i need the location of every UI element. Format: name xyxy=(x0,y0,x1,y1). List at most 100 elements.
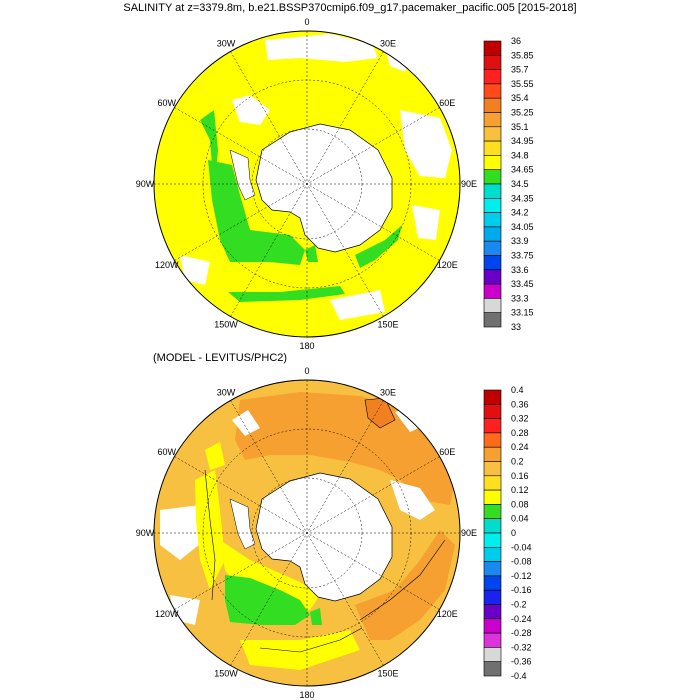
colorbar-swatch xyxy=(483,504,502,519)
colorbar-swatch xyxy=(483,97,502,113)
longitude-label: 90W xyxy=(136,528,155,538)
colorbar-swatch xyxy=(483,155,502,170)
colorbar-label: 33.45 xyxy=(511,279,534,289)
colorbar-swatch xyxy=(483,589,502,605)
colorbar-label: 0.32 xyxy=(511,414,529,424)
colorbar-swatch xyxy=(483,575,502,591)
colorbar-swatch xyxy=(483,446,502,462)
colorbar-label: 33 xyxy=(511,322,521,332)
colorbar-label: 33.6 xyxy=(511,265,529,275)
colorbar-swatch xyxy=(483,618,502,634)
longitude-label: 60E xyxy=(439,447,455,457)
colorbar-label: -0.32 xyxy=(511,642,532,652)
colorbar-label: 35.4 xyxy=(511,93,529,103)
colorbar-swatch xyxy=(483,298,502,313)
colorbar-label: 0.36 xyxy=(511,399,529,409)
colorbar-label: -0.4 xyxy=(511,671,527,681)
colorbar-swatch xyxy=(483,40,502,56)
colorbar-label: 0.16 xyxy=(511,471,529,481)
map-title: SALINITY at z=3379.8m, b.e21.BSSP370cmip… xyxy=(123,2,577,14)
colorbar-swatch xyxy=(483,461,502,477)
colorbar-swatch xyxy=(483,432,502,448)
colorbar-swatch xyxy=(483,532,502,548)
longitude-label: 0 xyxy=(304,366,309,376)
colorbar-label: 0.12 xyxy=(511,485,529,495)
longitude-label: 90E xyxy=(461,528,477,538)
colorbar-swatch xyxy=(483,604,502,620)
colorbar-label: 0 xyxy=(511,528,516,538)
longitude-label: 60E xyxy=(439,98,455,108)
colorbar-swatch xyxy=(483,54,502,70)
colorbar-label: 35.55 xyxy=(511,79,534,89)
colorbar-swatch xyxy=(483,403,502,419)
colorbar-label: 35.1 xyxy=(511,122,529,132)
colorbar-label: 34.35 xyxy=(511,193,534,203)
colorbar-swatch xyxy=(483,69,502,85)
colorbar-label: 33.75 xyxy=(511,251,534,261)
colorbar-swatch xyxy=(483,183,502,199)
colorbar-label: 35.85 xyxy=(511,50,534,60)
colorbar-label: 34.8 xyxy=(511,150,529,160)
colorbar-label: 34.2 xyxy=(511,208,529,218)
colorbar-swatch xyxy=(483,240,502,256)
colorbar-label: -0.2 xyxy=(511,600,527,610)
colorbar-label: -0.16 xyxy=(511,585,532,595)
colorbar-label: 33.15 xyxy=(511,308,534,318)
colorbar-label: 33.9 xyxy=(511,236,529,246)
longitude-label: 120E xyxy=(437,260,458,270)
colorbar-swatch xyxy=(483,255,502,271)
colorbar-label: -0.08 xyxy=(511,557,532,567)
colorbar-swatch xyxy=(483,489,502,505)
longitude-label: 30W xyxy=(217,39,236,49)
longitude-label: 60W xyxy=(157,447,176,457)
colorbar-label: -0.24 xyxy=(511,614,532,624)
colorbar-swatch xyxy=(483,198,502,213)
colorbar-label: 34.95 xyxy=(511,136,534,146)
colorbar-label: -0.28 xyxy=(511,628,532,638)
colorbar-label: 0.2 xyxy=(511,457,524,467)
salinity-colorbar: 36 35.85 35.7 35.55 35.4 35.25 35.1 34.95 34.8 34… xyxy=(483,36,534,332)
colorbar-swatch xyxy=(483,83,502,99)
longitude-label: 150E xyxy=(377,668,398,678)
colorbar-label: -0.36 xyxy=(511,657,532,667)
colorbar-swatch xyxy=(483,169,502,185)
colorbar-label: 33.3 xyxy=(511,293,529,303)
colorbar-swatch xyxy=(483,561,502,577)
colorbar-swatch xyxy=(483,632,502,648)
colorbar-swatch xyxy=(483,661,502,677)
colorbar-swatch xyxy=(483,126,502,142)
longitude-label: 150E xyxy=(377,319,398,329)
colorbar-label: 0.04 xyxy=(511,514,529,524)
colorbar-label: 0.28 xyxy=(511,428,529,438)
difference-colorbar: 0.4 0.36 0.32 0.28 0.24 0.2 0.16 0.12 0.08 0.04 0 -… xyxy=(483,385,532,681)
colorbar-label: 35.25 xyxy=(511,108,534,118)
colorbar-label: 0.08 xyxy=(511,499,529,509)
salinity-map xyxy=(153,30,461,338)
longitude-label: 150W xyxy=(214,668,238,678)
colorbar-swatch xyxy=(483,518,502,534)
colorbar-swatch xyxy=(483,212,502,228)
colorbar-swatch xyxy=(483,647,502,663)
difference-title: (MODEL - LEVITUS/PHC2) xyxy=(153,352,288,364)
longitude-label: 0 xyxy=(304,17,309,27)
longitude-label: 30E xyxy=(380,39,396,49)
colorbar-swatch xyxy=(483,140,502,156)
colorbar-label: -0.04 xyxy=(511,542,532,552)
longitude-label: 90W xyxy=(136,179,155,189)
colorbar-swatch xyxy=(483,312,502,328)
longitude-label: 90E xyxy=(461,179,477,189)
colorbar-label: -0.12 xyxy=(511,571,532,581)
longitude-label: 180 xyxy=(299,690,314,700)
colorbar-swatch xyxy=(483,112,502,128)
colorbar-label: 0.4 xyxy=(511,385,524,395)
longitude-label: 120W xyxy=(155,260,179,270)
colorbar-label: 0.24 xyxy=(511,442,529,452)
longitude-label: 120W xyxy=(155,609,179,619)
longitude-label: 180 xyxy=(299,341,314,351)
colorbar-label: 34.05 xyxy=(511,222,534,232)
colorbar-swatch xyxy=(483,475,502,491)
longitude-labels-top: 0 30E 60E 90E 120E 150E 180 150W 120W 90W 60W 30W xyxy=(136,17,477,351)
colorbar-label: 34.65 xyxy=(511,165,534,175)
colorbar-swatch xyxy=(483,418,502,434)
